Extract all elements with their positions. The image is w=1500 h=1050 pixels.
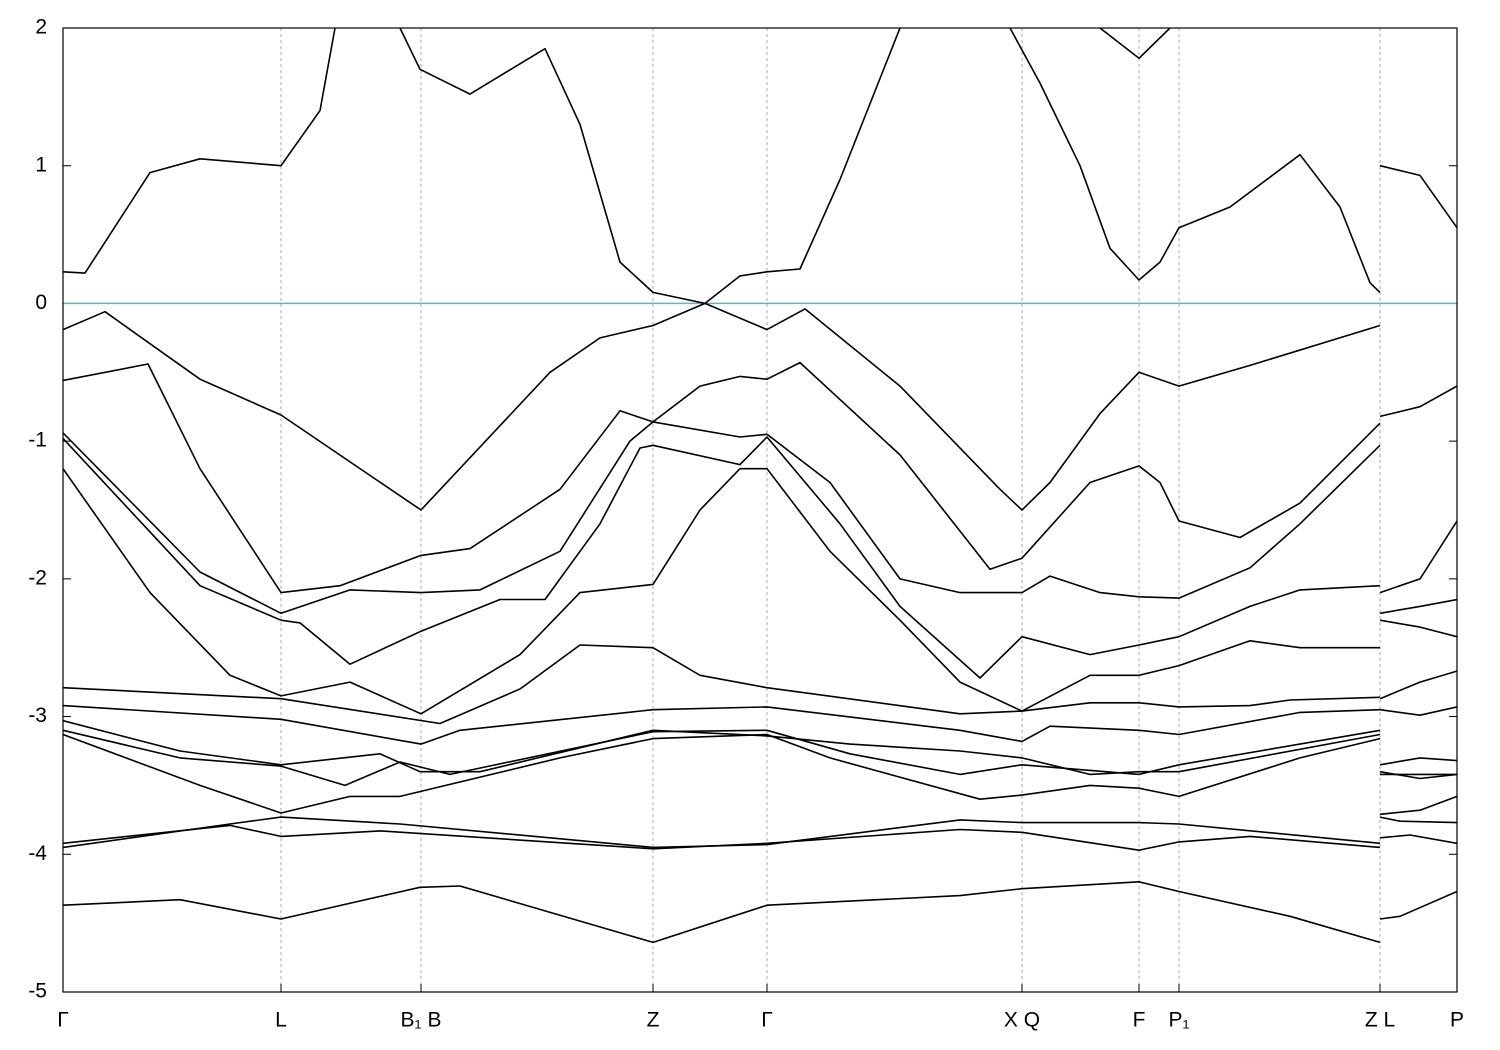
bands (63, 28, 1457, 944)
band-line (63, 733, 1457, 816)
band-line (63, 881, 1457, 944)
x-tick-label: Z (647, 1009, 660, 1032)
band-line (63, 824, 1457, 851)
x-tick-label: L (275, 1009, 287, 1032)
band-line (63, 719, 1457, 780)
band-line (63, 363, 1457, 615)
x-tick-label: P (1450, 1009, 1464, 1032)
y-tick-label: -4 (28, 842, 47, 865)
x-tick-label: Γ (57, 1009, 69, 1032)
y-tick-label: 0 (35, 291, 47, 314)
band-line (63, 816, 1457, 849)
band-line (63, 729, 1457, 787)
x-tick-label: P₁ (1168, 1009, 1189, 1032)
band-line (1099, 28, 1171, 60)
x-tick-label: Γ (761, 1009, 773, 1032)
y-tick-label: -3 (28, 704, 47, 727)
x-tick-label: F (1133, 1009, 1146, 1032)
band-line (63, 436, 1457, 679)
x-tick-label: B₁ B (401, 1009, 442, 1032)
y-tick-label: -1 (28, 429, 47, 452)
band-line (63, 361, 1457, 615)
x-tick-label: X Q (1004, 1009, 1040, 1032)
band-line (63, 704, 1457, 766)
plot-frame (62, 27, 1458, 993)
y-tick-label: -2 (28, 566, 47, 589)
band-line (63, 644, 1457, 725)
band-line (63, 467, 1457, 715)
band-line (63, 28, 1457, 511)
band-line (63, 28, 1457, 511)
y-tick-label: 2 (35, 16, 47, 39)
x-tick-label: Z L (1365, 1009, 1395, 1032)
y-tick-label: -5 (28, 980, 47, 1003)
y-tick-label: 1 (35, 153, 47, 176)
